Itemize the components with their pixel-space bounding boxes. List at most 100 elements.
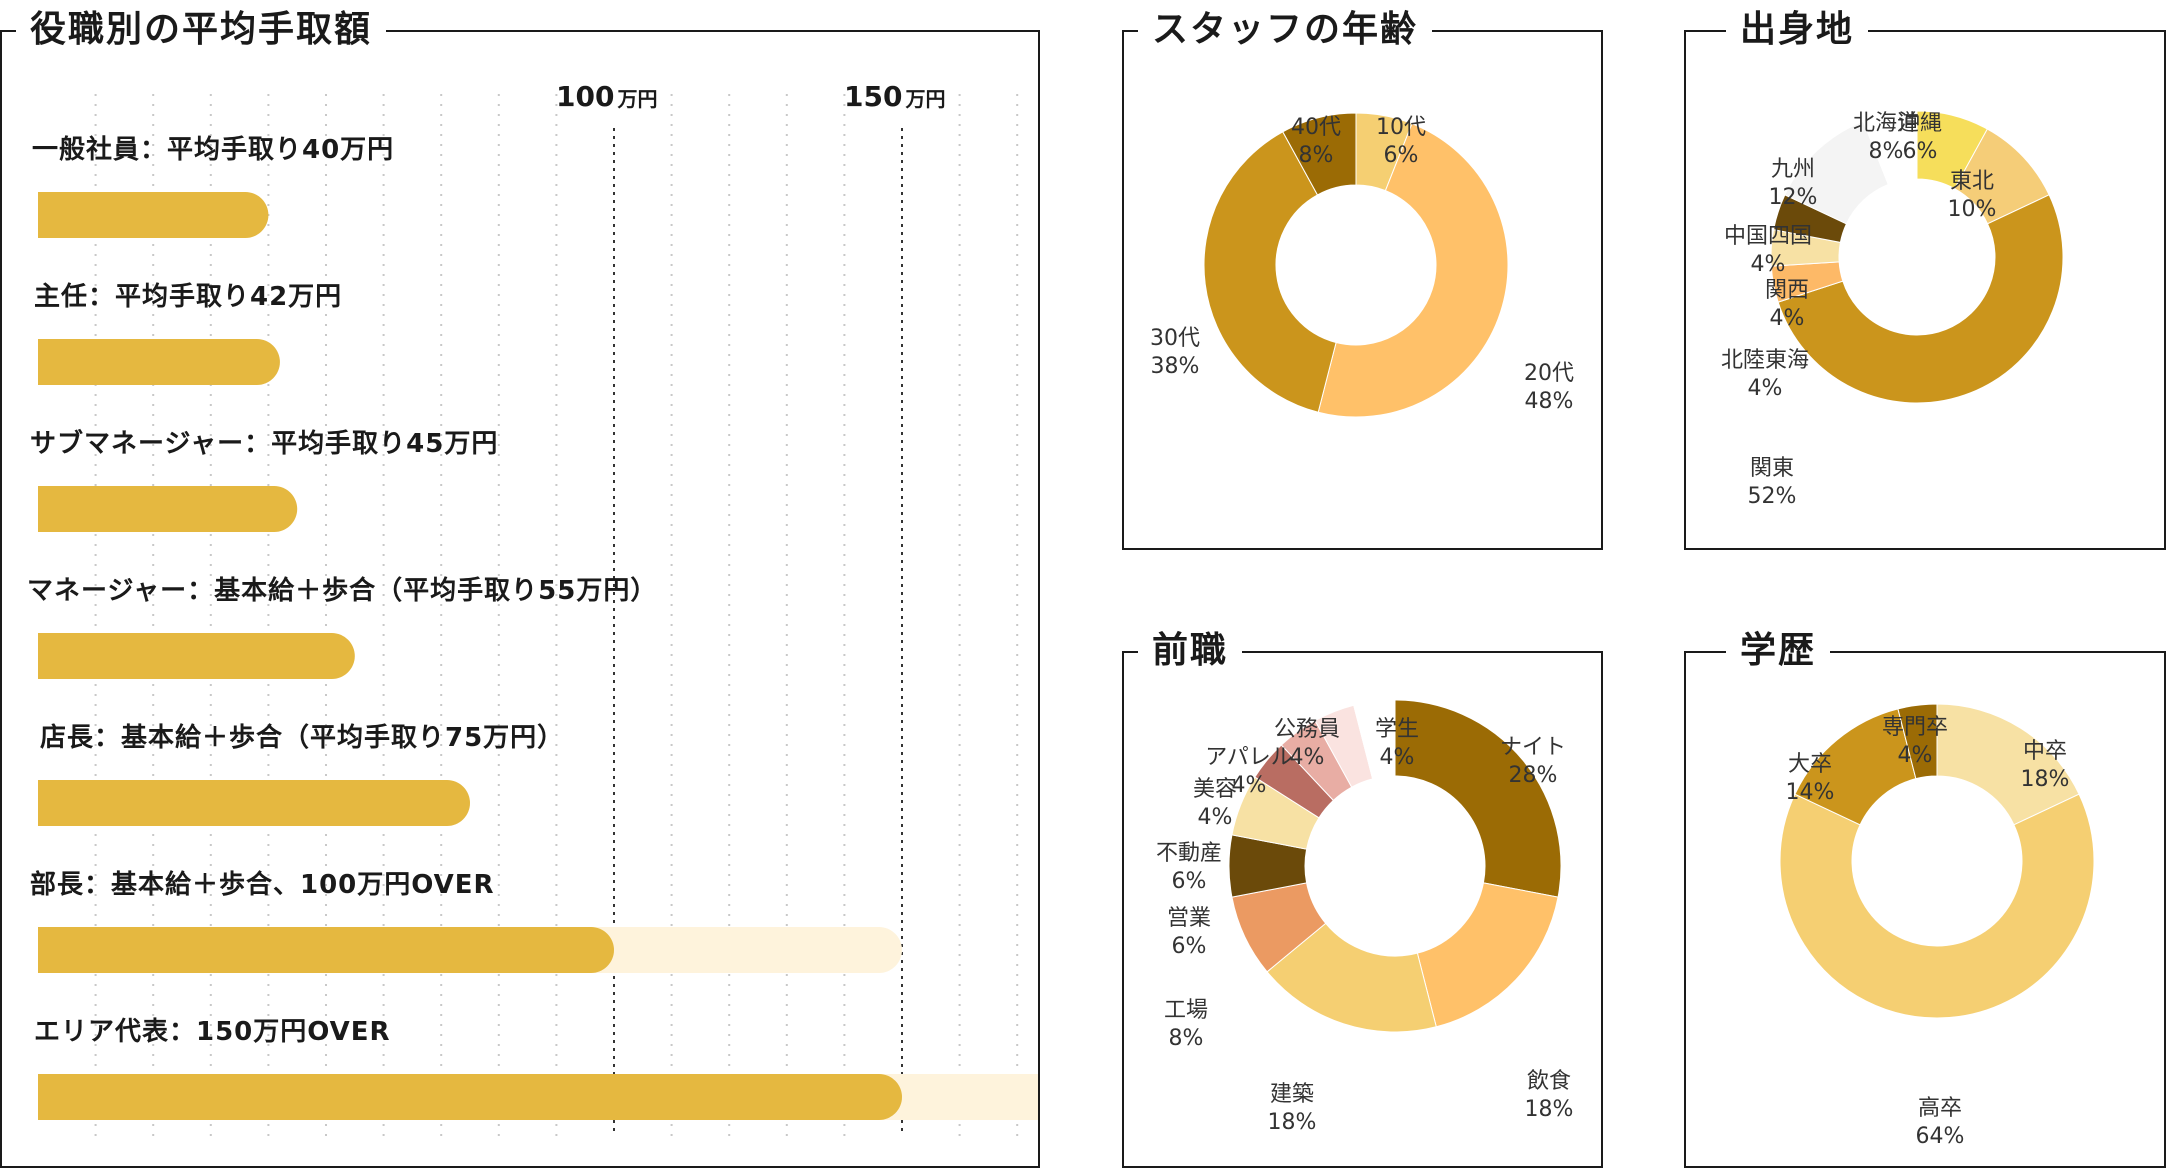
donut-slice bbox=[1862, 110, 1918, 186]
slice-label: 40代 bbox=[1291, 115, 1341, 140]
bar-label: マネージャー：基本給＋歩合（平均手取り55万円） bbox=[27, 575, 657, 606]
scale-marker-value: 150 bbox=[844, 80, 902, 113]
slice-label: 北陸東海 bbox=[1721, 348, 1809, 373]
donut-slice bbox=[1203, 131, 1337, 413]
bar-left-edge bbox=[38, 339, 62, 385]
origin-panel-title: 出身地 bbox=[1726, 6, 1869, 54]
salary-bar-chart: 100 万円 150 万円一般社員：平均手取り40万円主任：平均手取り42万円サブマネ… bbox=[27, 80, 1038, 1136]
slice-label: 東北 bbox=[1950, 169, 1994, 194]
bar-label: 部長：基本給＋歩合、100万円OVER bbox=[30, 869, 495, 900]
slice-label: 美容 bbox=[1193, 777, 1237, 802]
slice-percent: 4% bbox=[1198, 805, 1233, 830]
education-donut-chart: 中卒 18% 高卒 64% 大卒 14% 専門卒 4% bbox=[1779, 703, 2095, 1149]
age-panel: スタッフの年齢 bbox=[1122, 6, 1603, 550]
slice-label: 中国四国 bbox=[1724, 224, 1812, 249]
prevjob-panel-title: 前職 bbox=[1138, 627, 1243, 675]
bar-label: 一般社員：平均手取り40万円 bbox=[32, 134, 394, 165]
slice-percent: 4% bbox=[1898, 743, 1933, 768]
bar-label: エリア代表：150万円OVER bbox=[34, 1017, 391, 1047]
slice-percent: 10% bbox=[1948, 197, 1997, 222]
scale-marker-label: 150 万円 bbox=[844, 80, 945, 113]
scale-marker-unit: 万円 bbox=[904, 87, 945, 111]
slice-percent: 64% bbox=[1916, 1124, 1965, 1149]
slice-label: 北海道 bbox=[1853, 111, 1919, 136]
salary-panel-title: 役職別の平均手取額 bbox=[16, 6, 387, 54]
slice-label: 関東 bbox=[1750, 456, 1794, 481]
slice-percent: 4% bbox=[1751, 252, 1786, 277]
bar bbox=[38, 780, 470, 826]
slice-label: 沖縄 bbox=[1898, 111, 1942, 136]
scale-marker-label: 100 万円 bbox=[556, 80, 657, 113]
bar bbox=[38, 339, 280, 385]
donut-slice bbox=[1317, 123, 1509, 418]
slice-percent: 14% bbox=[1786, 780, 1835, 805]
scale-marker-value: 100 bbox=[556, 80, 614, 113]
donut-slice bbox=[1416, 882, 1559, 1028]
prevjob-panel: 前職 bbox=[1122, 627, 1603, 1168]
slice-percent: 4% bbox=[1380, 745, 1415, 770]
slice-label: 営業 bbox=[1167, 906, 1211, 931]
donut-slice bbox=[1282, 112, 1357, 196]
bar bbox=[38, 633, 355, 679]
age-donut-chart: 10代 6% 20代 48% 30代 38% 40代 8% bbox=[1150, 112, 1574, 418]
slice-percent: 6% bbox=[1903, 139, 1938, 164]
bar bbox=[38, 486, 298, 532]
slice-label: 10代 bbox=[1376, 115, 1426, 140]
education-panel: 学歴 bbox=[1684, 627, 2166, 1168]
slice-percent: 38% bbox=[1151, 354, 1200, 379]
bar-left-edge bbox=[38, 633, 62, 679]
bar-label: 店長：基本給＋歩合（平均手取り75万円） bbox=[40, 722, 564, 753]
slice-percent: 6% bbox=[1172, 869, 1207, 894]
slice-percent: 4% bbox=[1770, 306, 1805, 331]
slice-label: 学生 bbox=[1375, 717, 1419, 742]
slice-label: 大卒 bbox=[1788, 752, 1832, 777]
slice-percent: 18% bbox=[2021, 767, 2070, 792]
slice-label: 高卒 bbox=[1918, 1096, 1962, 1121]
slice-percent: 48% bbox=[1525, 389, 1574, 414]
slice-percent: 18% bbox=[1268, 1110, 1317, 1135]
age-panel-title: スタッフの年齢 bbox=[1138, 6, 1433, 54]
slice-percent: 28% bbox=[1509, 763, 1558, 788]
slice-label: 九州 bbox=[1771, 157, 1815, 182]
bar-left-edge bbox=[38, 192, 62, 238]
slice-percent: 18% bbox=[1525, 1097, 1574, 1122]
slice-label: 不動産 bbox=[1156, 841, 1222, 866]
donut-slice bbox=[1266, 922, 1437, 1033]
slice-percent: 6% bbox=[1384, 143, 1419, 168]
donut-slice bbox=[1777, 194, 2064, 404]
education-panel-title: 学歴 bbox=[1726, 627, 1831, 675]
slice-label: 建築 bbox=[1270, 1082, 1314, 1107]
slice-label: 中卒 bbox=[2023, 739, 2067, 764]
donut-slice bbox=[1779, 793, 2095, 1019]
slice-label: ナイト bbox=[1500, 735, 1566, 760]
slice-percent: 8% bbox=[1299, 143, 1334, 168]
slice-percent: 6% bbox=[1172, 934, 1207, 959]
slice-percent: 12% bbox=[1769, 185, 1818, 210]
bar-left-edge bbox=[38, 927, 62, 973]
donut-slice bbox=[1897, 703, 1938, 780]
bar-label: 主任：平均手取り42万円 bbox=[34, 282, 342, 312]
slice-label: アパレル bbox=[1205, 745, 1293, 770]
slice-label: 専門卒 bbox=[1882, 715, 1948, 740]
bar-label: サブマネージャー：平均手取り45万円 bbox=[30, 428, 498, 459]
slice-label: 20代 bbox=[1524, 361, 1574, 386]
scale-marker-unit: 万円 bbox=[616, 87, 657, 111]
slice-percent: 52% bbox=[1748, 484, 1797, 509]
donut-slice bbox=[1353, 699, 1396, 780]
slice-percent: 4% bbox=[1290, 745, 1325, 770]
bar bbox=[38, 1074, 902, 1120]
origin-panel: 出身地 bbox=[1684, 6, 2166, 550]
bar-left-edge bbox=[38, 486, 62, 532]
salary-panel: 役職別の平均手取額 bbox=[0, 6, 1040, 1168]
bar-left-edge bbox=[38, 780, 62, 826]
slice-label: 飲食 bbox=[1527, 1069, 1571, 1094]
donut-slice bbox=[1394, 699, 1562, 898]
slice-percent: 4% bbox=[1748, 376, 1783, 401]
slice-label: 30代 bbox=[1150, 326, 1200, 351]
slice-label: 関西 bbox=[1765, 278, 1809, 303]
donut-slice bbox=[1936, 703, 2080, 826]
slice-label: 工場 bbox=[1164, 998, 1208, 1023]
prevjob-donut-chart: ナイト28%飲食18%建築18%工場8%営業6%不動産6%美容4%アパレル4%公… bbox=[1156, 699, 1574, 1135]
bar bbox=[38, 927, 614, 973]
